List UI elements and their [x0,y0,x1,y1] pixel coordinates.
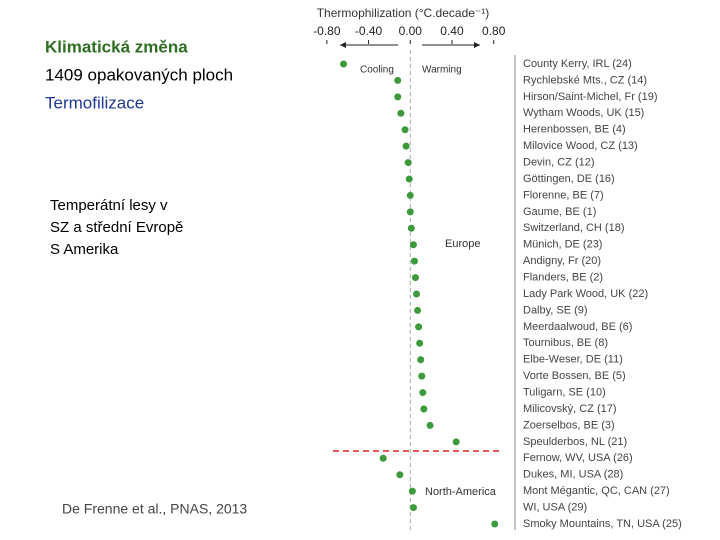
site-label: Münich, DE (23) [523,239,602,251]
body-text: Temperátní lesy v [50,197,168,214]
annotation: Warming [422,65,462,76]
dot [410,257,418,265]
site-label: Switzerland, CH (18) [523,222,624,234]
site-label: Elbe-Weser, DE (11) [523,354,623,366]
site-label: Milovice Wood, CZ (13) [523,140,638,152]
site-label: Devin, CZ (12) [523,156,595,168]
dot [402,142,410,150]
dot [419,389,427,397]
dot [426,421,434,429]
site-label: Lady Park Wood, UK (22) [523,288,648,300]
x-tick-label: 0.80 [482,24,506,38]
site-label: WI, USA (29) [523,501,587,513]
site-label: Tournibus, BE (8) [523,337,608,349]
dot [401,126,409,134]
dot [452,438,460,446]
dot [407,224,415,232]
dot [406,191,414,199]
dot [418,372,426,380]
site-label: Dukes, MI, USA (28) [523,469,623,481]
site-label: Milicovský, CZ (17) [523,403,617,415]
dot [417,356,425,364]
subheading: 1409 opakovaných ploch [45,65,233,84]
dot [409,241,417,249]
subheading: Termofilizace [45,93,144,112]
dot [340,60,348,68]
site-label: Flanders, BE (2) [523,271,603,283]
x-tick-label: -0.40 [355,24,383,38]
site-label: County Kerry, IRL (24) [523,58,632,70]
dot [409,504,417,512]
site-label: Mont Mégantic, QC, CAN (27) [523,485,670,497]
site-label: Vorte Bossen, BE (5) [523,370,626,382]
dot [415,323,423,331]
x-tick-label: -0.80 [313,24,341,38]
site-label: Göttingen, DE (16) [523,173,615,185]
dot [416,339,424,347]
dot [406,208,414,216]
dot [394,76,402,84]
heading: Klimatická změna [45,37,188,56]
arrow-head [340,42,346,48]
dot [379,454,387,462]
x-tick-label: 0.40 [440,24,464,38]
site-label: Dalby, SE (9) [523,304,588,316]
site-label: Florenne, BE (7) [523,189,604,201]
body-text: SZ a střední Evropě [50,219,183,236]
site-label: Wytham Woods, UK (15) [523,107,644,119]
site-label: Meerdaalwoud, BE (6) [523,321,632,333]
annotation: Cooling [360,65,394,76]
body-text: S Amerika [50,241,119,258]
dot [396,471,404,479]
dot [397,109,405,117]
site-label: Smoky Mountains, TN, USA (25) [523,518,682,530]
site-label: Gaume, BE (1) [523,206,596,218]
dot [491,520,499,528]
dot [408,487,416,495]
dot [404,159,412,167]
site-label: Zoerselbos, BE (3) [523,419,615,431]
annotation: Europe [445,238,480,250]
arrow-head [474,42,480,48]
dot [414,306,422,314]
site-label: Rychlebské Mts., CZ (14) [523,74,647,86]
site-label: Speulderbos, NL (21) [523,436,627,448]
axis-title: Thermophilization (°C.decade⁻¹) [317,6,490,20]
dot [420,405,428,413]
site-label: Fernow, WV, USA (26) [523,452,633,464]
site-label: Andigny, Fr (20) [523,255,601,267]
dot [394,93,402,101]
annotation: North-America [425,486,497,498]
site-label: Hirson/Saint-Michel, Fr (19) [523,91,657,103]
dot [405,175,413,183]
dot [413,290,421,298]
site-label: Tuligarn, SE (10) [523,386,606,398]
site-label: Herenbossen, BE (4) [523,124,626,136]
x-tick-label: 0.00 [399,24,423,38]
dot [411,274,419,282]
citation: De Frenne et al., PNAS, 2013 [62,501,247,517]
